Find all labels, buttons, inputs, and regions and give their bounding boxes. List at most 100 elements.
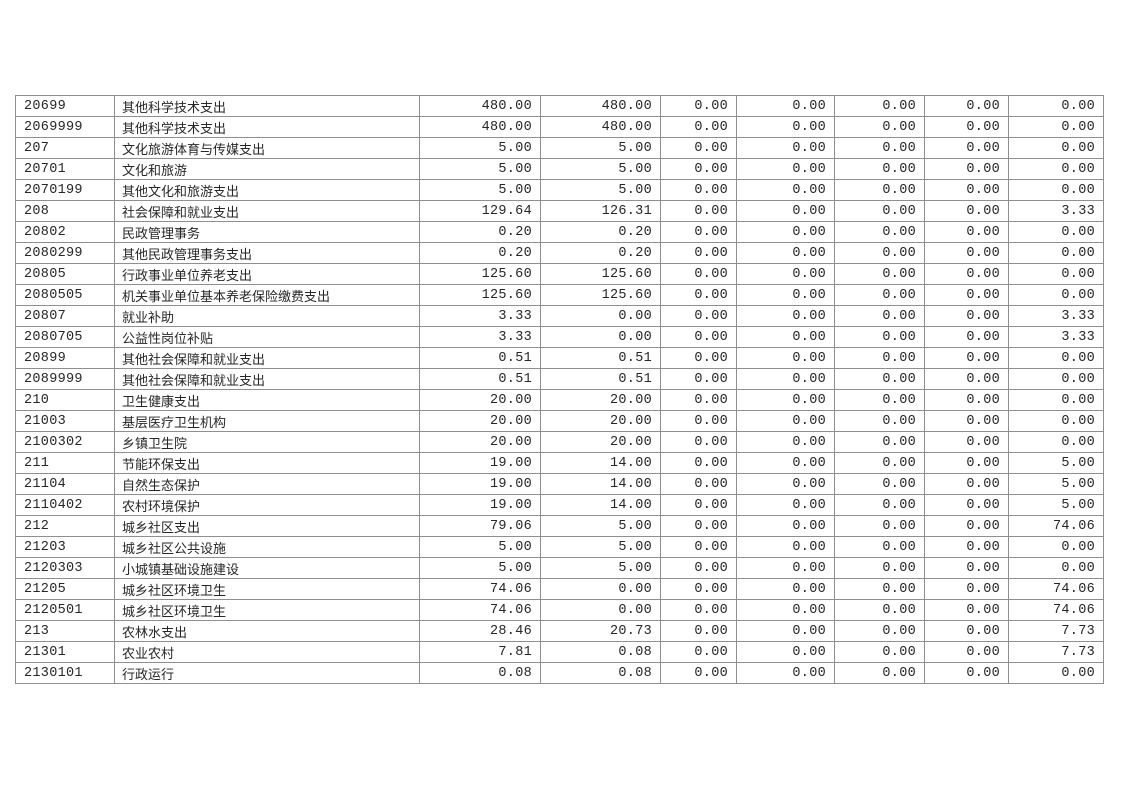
- amount-cell: 0.51: [419, 347, 541, 369]
- amount-cell: 0.00: [660, 662, 737, 684]
- amount-cell: 5.00: [419, 179, 541, 201]
- amount-cell: 0.00: [834, 158, 925, 180]
- amount-cell: 19.00: [419, 494, 541, 516]
- amount-cell: 0.00: [660, 116, 737, 138]
- amount-cell: 5.00: [419, 158, 541, 180]
- amount-cell: 125.60: [540, 263, 661, 285]
- amount-cell: 0.00: [660, 368, 737, 390]
- amount-cell: 0.00: [834, 515, 925, 537]
- amount-cell: 5.00: [1008, 452, 1104, 474]
- amount-cell: 0.00: [1008, 242, 1104, 264]
- budget-code-cell: 2080505: [15, 284, 115, 306]
- budget-code-cell: 21205: [15, 578, 115, 600]
- budget-code-cell: 20701: [15, 158, 115, 180]
- amount-cell: 5.00: [540, 536, 661, 558]
- amount-cell: 0.20: [419, 221, 541, 243]
- amount-cell: 0.00: [660, 410, 737, 432]
- amount-cell: 0.00: [924, 95, 1009, 117]
- amount-cell: 0.00: [1008, 221, 1104, 243]
- budget-item-name-cell: 自然生态保护: [114, 473, 420, 495]
- amount-cell: 0.00: [660, 179, 737, 201]
- amount-cell: 7.73: [1008, 620, 1104, 642]
- amount-cell: 0.51: [540, 347, 661, 369]
- table-row: 21301 农业农村 7.81 0.08 0.00 0.00 0.00 0.00 7.73: [15, 641, 1104, 663]
- budget-code-cell: 21104: [15, 473, 115, 495]
- budget-item-name-cell: 农林水支出: [114, 620, 420, 642]
- amount-cell: 0.00: [736, 536, 835, 558]
- amount-cell: 0.00: [1008, 557, 1104, 579]
- budget-code-cell: 210: [15, 389, 115, 411]
- table-row: 210 卫生健康支出 20.00 20.00 0.00 0.00 0.00 0.00 0.00: [15, 389, 1104, 411]
- amount-cell: 0.00: [736, 452, 835, 474]
- amount-cell: 125.60: [419, 284, 541, 306]
- budget-code-cell: 20805: [15, 263, 115, 285]
- amount-cell: 0.00: [924, 578, 1009, 600]
- amount-cell: 0.00: [834, 557, 925, 579]
- budget-item-name-cell: 民政管理事务: [114, 221, 420, 243]
- amount-cell: 0.00: [660, 494, 737, 516]
- amount-cell: 0.00: [924, 641, 1009, 663]
- amount-cell: 0.00: [736, 641, 835, 663]
- amount-cell: 74.06: [419, 599, 541, 621]
- table-row: 21104 自然生态保护 19.00 14.00 0.00 0.00 0.00 0.00 5.0…: [15, 473, 1104, 495]
- amount-cell: 0.00: [540, 305, 661, 327]
- amount-cell: 0.00: [540, 326, 661, 348]
- amount-cell: 20.00: [540, 389, 661, 411]
- amount-cell: 0.00: [834, 116, 925, 138]
- budget-code-cell: 2069999: [15, 116, 115, 138]
- amount-cell: 5.00: [540, 158, 661, 180]
- amount-cell: 0.00: [660, 557, 737, 579]
- amount-cell: 0.00: [736, 515, 835, 537]
- table-row: 20805 行政事业单位养老支出 125.60 125.60 0.00 0.00 0.00 0…: [15, 263, 1104, 285]
- amount-cell: 0.00: [924, 326, 1009, 348]
- budget-code-cell: 21203: [15, 536, 115, 558]
- budget-code-cell: 20802: [15, 221, 115, 243]
- table-row: 2120501 城乡社区环境卫生 74.06 0.00 0.00 0.00 0.00 0.00…: [15, 599, 1104, 621]
- amount-cell: 74.06: [1008, 599, 1104, 621]
- table-row: 208 社会保障和就业支出 129.64 126.31 0.00 0.00 0.00 0.00…: [15, 200, 1104, 222]
- amount-cell: 0.00: [1008, 95, 1104, 117]
- table-row: 2080505 机关事业单位基本养老保险缴费支出 125.60 125.60 0.00 0…: [15, 284, 1104, 306]
- amount-cell: 0.00: [834, 578, 925, 600]
- budget-item-name-cell: 就业补助: [114, 305, 420, 327]
- amount-cell: 0.00: [660, 305, 737, 327]
- amount-cell: 480.00: [419, 95, 541, 117]
- amount-cell: 0.00: [660, 620, 737, 642]
- amount-cell: 0.20: [540, 242, 661, 264]
- amount-cell: 0.00: [1008, 347, 1104, 369]
- amount-cell: 20.00: [419, 431, 541, 453]
- amount-cell: 0.00: [834, 620, 925, 642]
- amount-cell: 0.00: [736, 158, 835, 180]
- amount-cell: 0.00: [1008, 662, 1104, 684]
- amount-cell: 0.00: [660, 452, 737, 474]
- budget-code-cell: 2120303: [15, 557, 115, 579]
- budget-code-cell: 207: [15, 137, 115, 159]
- amount-cell: 3.33: [1008, 326, 1104, 348]
- budget-item-name-cell: 农业农村: [114, 641, 420, 663]
- amount-cell: 74.06: [1008, 578, 1104, 600]
- amount-cell: 0.00: [660, 578, 737, 600]
- table-row: 2069999 其他科学技术支出 480.00 480.00 0.00 0.00 0.00 0…: [15, 116, 1104, 138]
- amount-cell: 0.00: [834, 410, 925, 432]
- amount-cell: 0.00: [1008, 179, 1104, 201]
- amount-cell: 0.08: [540, 662, 661, 684]
- amount-cell: 3.33: [1008, 200, 1104, 222]
- amount-cell: 0.00: [736, 431, 835, 453]
- amount-cell: 0.00: [924, 158, 1009, 180]
- amount-cell: 5.00: [419, 557, 541, 579]
- amount-cell: 0.08: [540, 641, 661, 663]
- amount-cell: 5.00: [540, 557, 661, 579]
- amount-cell: 7.81: [419, 641, 541, 663]
- amount-cell: 0.20: [419, 242, 541, 264]
- amount-cell: 125.60: [540, 284, 661, 306]
- amount-cell: 3.33: [419, 326, 541, 348]
- amount-cell: 0.00: [924, 620, 1009, 642]
- amount-cell: 0.51: [540, 368, 661, 390]
- table-row: 2089999 其他社会保障和就业支出 0.51 0.51 0.00 0.00 0.00 0.…: [15, 368, 1104, 390]
- amount-cell: 0.00: [736, 284, 835, 306]
- amount-cell: 0.00: [736, 116, 835, 138]
- amount-cell: 0.00: [660, 263, 737, 285]
- amount-cell: 0.00: [660, 326, 737, 348]
- budget-item-name-cell: 其他民政管理事务支出: [114, 242, 420, 264]
- amount-cell: 0.00: [736, 620, 835, 642]
